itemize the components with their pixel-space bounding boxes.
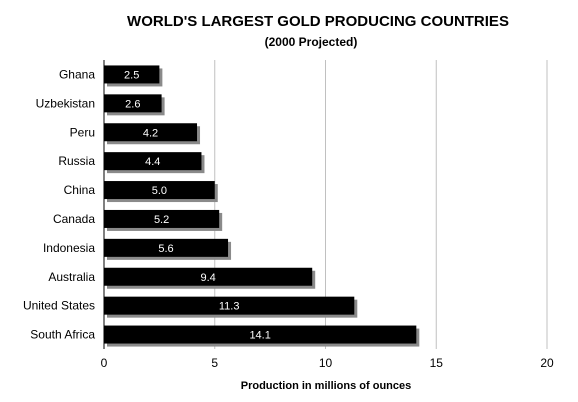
data-label: 11.3 (219, 301, 240, 313)
category-label: China (64, 183, 96, 197)
category-label: South Africa (30, 328, 95, 342)
bar (104, 181, 215, 200)
bar (104, 325, 417, 344)
bar (104, 152, 202, 171)
bar (104, 94, 162, 113)
x-tick-label: 20 (540, 356, 554, 370)
category-label: Canada (53, 212, 95, 226)
data-label: 4.4 (145, 156, 160, 168)
data-label: 5.0 (152, 185, 167, 197)
category-label: Uzbekistan (36, 96, 95, 110)
bars: 2.5 2.6 4.2 4.4 5.0 5.2 5.6 9.4 11.3 14.1 (104, 65, 420, 347)
bar (104, 65, 160, 84)
x-tick-label: 10 (319, 356, 333, 370)
category-label: United States (23, 299, 95, 313)
data-label: 9.4 (200, 272, 215, 284)
category-label: Australia (48, 270, 95, 284)
x-tick-label: 0 (101, 356, 108, 370)
data-label: 2.6 (125, 98, 140, 110)
x-axis-title: Production in millions of ounces (241, 380, 412, 392)
x-tick-label: 5 (211, 356, 218, 370)
data-label: 2.5 (124, 69, 139, 81)
data-label: 5.6 (158, 243, 173, 255)
bar (104, 209, 220, 228)
bar (104, 296, 355, 315)
category-labels: Ghana Uzbekistan Peru Russia China Canada Indo… (23, 67, 95, 341)
data-label: 5.2 (154, 214, 169, 226)
category-label: Russia (58, 154, 95, 168)
category-label: Indonesia (43, 241, 95, 255)
chart-subtitle: (2000 Projected) (265, 35, 358, 49)
category-label: Ghana (59, 67, 95, 81)
bar (104, 267, 313, 286)
bar (104, 123, 198, 142)
category-label: Peru (70, 125, 95, 139)
data-label: 14.1 (249, 330, 270, 342)
data-label: 4.2 (143, 127, 158, 139)
chart-title: WORLD'S LARGEST GOLD PRODUCING COUNTRIES (127, 13, 509, 30)
x-axis-ticks: 0 5 10 15 20 (101, 356, 554, 370)
x-tick-label: 15 (430, 356, 444, 370)
bar (104, 238, 229, 257)
